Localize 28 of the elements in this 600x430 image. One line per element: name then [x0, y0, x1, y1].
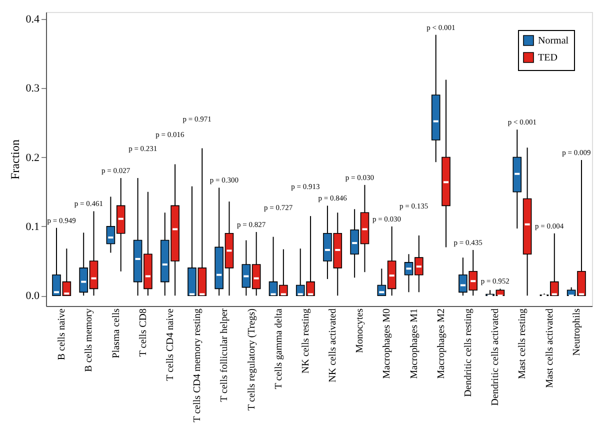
x-tick-label: Mast cells activated: [544, 308, 556, 388]
x-tick-label: Macrophages M0: [382, 308, 393, 379]
x-tick-label: Plasma cells: [110, 308, 122, 358]
x-tick-label: T cells CD8: [138, 308, 149, 357]
x-tick-label: T cells follicular helper: [219, 308, 230, 402]
x-tick-label: T cells gamma delta: [273, 308, 284, 390]
x-tick-label: Macrophages M1: [408, 308, 420, 379]
y-tick-label: 0.2: [26, 152, 40, 164]
legend-label: Normal: [538, 36, 569, 46]
y-tick-label: 0.0: [26, 290, 40, 302]
x-tick-label: Dendritic cells activated: [490, 308, 502, 406]
x-tick-label: T cells CD4 memory resting: [192, 308, 204, 422]
x-tick-label: T cells CD4 naive: [164, 308, 176, 381]
x-tick-label: Macrophages M2: [436, 308, 447, 379]
x-tick-label: NK cells resting: [300, 308, 312, 374]
y-tick-label: 0.3: [26, 82, 40, 95]
x-tick-label: Neutrophils: [571, 308, 582, 356]
x-tick-label: Monocytes: [354, 308, 366, 353]
x-tick-label: B cells memory: [84, 308, 95, 372]
y-axis-title: Fraction: [8, 140, 22, 180]
x-tick-label: Dendritic cells resting: [463, 308, 474, 397]
x-tick-label: Mast cells resting: [517, 308, 528, 380]
x-tick-label: B cells naive: [56, 308, 68, 360]
x-tick-label: T cells regulatory (Tregs): [246, 308, 258, 410]
y-tick-label: 0.4: [26, 13, 40, 26]
y-tick-label: 0.1: [26, 220, 40, 233]
legend-label: TED: [538, 52, 558, 64]
x-tick-label: NK cells activated: [328, 308, 339, 382]
